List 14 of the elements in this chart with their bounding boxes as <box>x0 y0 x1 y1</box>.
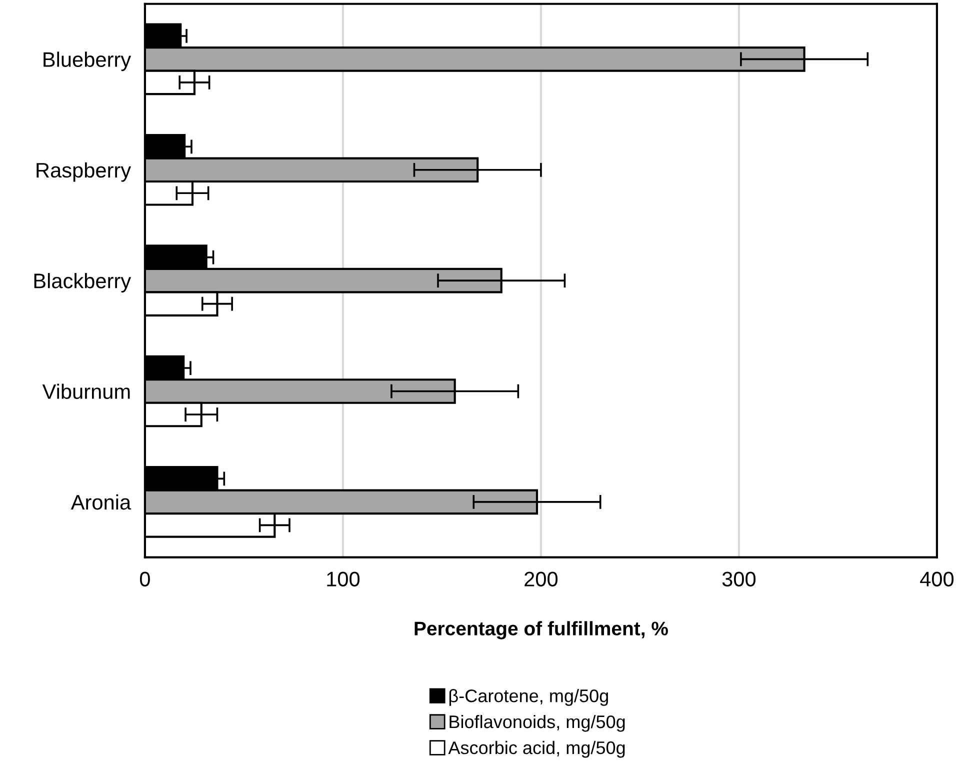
x-tick-label: 100 <box>327 572 360 586</box>
x-axis-title: Percentage of fulfillment, % <box>414 621 668 640</box>
y-tick-label: Viburnum <box>42 384 130 400</box>
x-tick-label: 400 <box>920 572 954 586</box>
y-tick-label: Blueberry <box>44 52 132 72</box>
x-tick-label: 0 <box>140 572 150 586</box>
y-tick-label: Aronia <box>70 494 132 510</box>
x-tick-label: 300 <box>722 572 756 586</box>
legend-label: Bioflavonoids, mg/50g <box>450 714 625 732</box>
y-tick-label: Raspberry <box>36 162 132 182</box>
legend-label: β-Carotene, mg/50g <box>449 689 608 706</box>
legend-label: Ascorbic acid, mg/50g <box>448 740 625 758</box>
x-tick-label: 200 <box>524 572 558 586</box>
y-tick-label: Blackberry <box>34 273 132 292</box>
